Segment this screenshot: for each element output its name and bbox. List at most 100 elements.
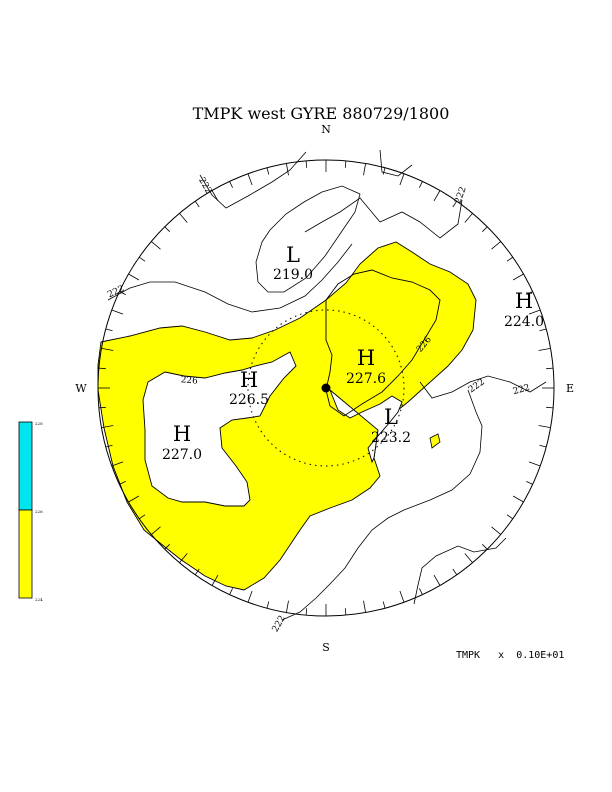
boundary-tick <box>194 200 200 208</box>
boundary-tick <box>305 608 308 616</box>
boundary-tick <box>546 406 554 409</box>
boundary-tick <box>506 514 514 520</box>
boundary-tick <box>101 425 114 428</box>
contour-222-east <box>281 375 547 621</box>
boundary-tick <box>419 181 423 188</box>
boundary-tick <box>382 167 386 175</box>
low-notch <box>329 389 403 464</box>
boundary-tick <box>363 163 366 176</box>
boundary-tick <box>491 241 501 250</box>
boundary-tick <box>419 588 423 595</box>
compass-west: W <box>75 382 87 395</box>
dotted-latitude-circle <box>247 309 405 467</box>
boundary-tick <box>128 495 140 503</box>
boundary-tick <box>266 601 270 609</box>
boundary-tick <box>119 481 126 485</box>
contour-222-southeast <box>413 537 507 605</box>
boundary-tick <box>247 590 253 603</box>
contour-222-north <box>199 151 307 209</box>
boundary-tick <box>138 256 146 262</box>
boundary-tick <box>119 291 126 295</box>
contour-label: 222 <box>271 614 288 634</box>
contour-228-inner <box>325 269 441 417</box>
boundary-tick <box>98 367 106 370</box>
boundary-tick <box>164 544 170 550</box>
boundary-tick <box>305 160 308 168</box>
contour-label: 222 <box>467 377 487 395</box>
colorbar-lower <box>18 509 33 599</box>
boundary-tick <box>229 588 233 595</box>
footer-units: TMPK x 0.10E+01 <box>456 650 564 661</box>
center-value: 227.6 <box>346 371 386 387</box>
boundary-tick <box>194 568 200 576</box>
center-letter: H <box>357 346 375 370</box>
center-value: 224.0 <box>504 314 544 330</box>
boundary-tick <box>105 444 113 448</box>
boundary-tick <box>151 241 161 250</box>
warm-blob <box>429 433 441 449</box>
boundary-tick <box>539 444 547 448</box>
boundary-tick <box>211 574 219 586</box>
boundary-tick <box>128 273 140 281</box>
boundary-tick <box>538 425 551 428</box>
boundary-tick <box>151 526 161 535</box>
center-letter: L <box>384 405 398 429</box>
low-contour <box>255 185 361 293</box>
boundary-tick <box>211 190 219 202</box>
colorbar-label: 226 <box>35 509 43 514</box>
boundary-tick <box>286 600 289 613</box>
boundary-tick <box>512 495 524 503</box>
boundary-tick <box>482 226 488 232</box>
boundary-tick <box>101 348 114 351</box>
center-value: 223.2 <box>371 430 411 446</box>
boundary-tick <box>344 608 347 616</box>
compass-north: N <box>321 123 331 136</box>
center-letter: H <box>173 422 191 446</box>
boundary-tick <box>506 256 514 262</box>
boundary-tick <box>138 514 146 520</box>
center-letter: H <box>515 289 533 313</box>
boundary-tick <box>512 273 524 281</box>
colorbar-label: 228 <box>35 421 43 426</box>
boundary-tick <box>179 553 188 563</box>
boundary-tick <box>266 167 270 175</box>
boundary-tick <box>98 406 106 409</box>
boundary-tick <box>539 328 547 332</box>
boundary-tick <box>464 213 473 223</box>
center-letter: H <box>240 368 258 392</box>
boundary-tick <box>546 367 554 370</box>
boundary-tick <box>179 213 188 223</box>
boundary-tick <box>433 190 441 202</box>
boundary-tick <box>247 173 253 186</box>
boundary-ticks <box>98 160 554 616</box>
center-value: 226.5 <box>229 392 269 408</box>
boundary-tick <box>528 309 541 315</box>
boundary-tick <box>538 348 551 351</box>
map-title: TMPK west GYRE 880729/1800 <box>193 104 450 123</box>
boundary-tick <box>164 226 170 232</box>
boundary-tick <box>363 600 366 613</box>
boundary-tick <box>528 461 541 467</box>
boundary-tick <box>452 568 458 576</box>
pole-marker <box>321 383 331 393</box>
boundary-tick <box>111 461 124 467</box>
boundary-tick <box>526 291 533 295</box>
boundary-tick <box>482 544 488 550</box>
warm-region-main <box>97 241 477 591</box>
boundary-tick <box>382 601 386 609</box>
contour-label: 226 <box>180 375 198 386</box>
boundary-tick <box>105 328 113 332</box>
boundary-tick <box>286 163 289 176</box>
center-value: 227.0 <box>162 447 202 463</box>
boundary-tick <box>452 200 458 208</box>
boundary-tick <box>399 590 405 603</box>
center-value: 219.0 <box>273 267 313 283</box>
boundary-tick <box>464 553 473 563</box>
boundary-tick <box>433 574 441 586</box>
contour-222-west <box>107 243 353 313</box>
boundary-tick <box>491 526 501 535</box>
cool-hole <box>142 351 297 507</box>
compass-east: E <box>566 382 574 395</box>
boundary-tick <box>399 173 405 186</box>
